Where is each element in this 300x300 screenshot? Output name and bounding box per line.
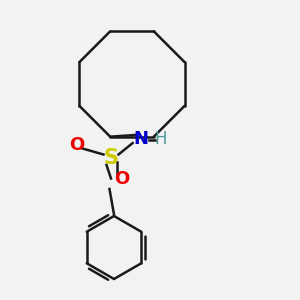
Text: S: S — [103, 148, 118, 167]
Text: O: O — [114, 169, 129, 188]
Text: O: O — [69, 136, 84, 154]
Text: H: H — [154, 130, 167, 148]
Text: N: N — [134, 130, 148, 148]
